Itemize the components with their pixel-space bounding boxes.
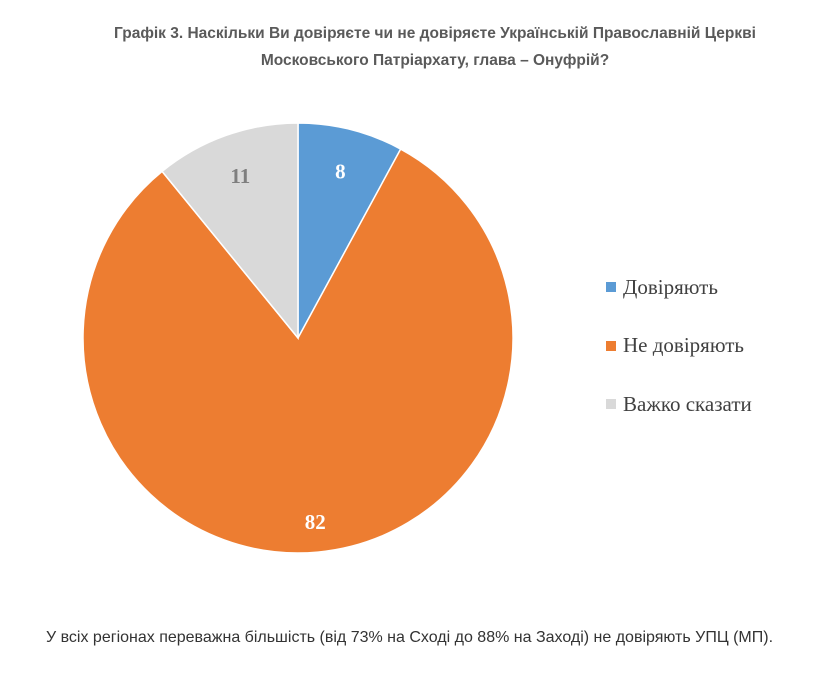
pie-chart: 8 82 11 — [82, 122, 514, 554]
pie-slice-hard-to-say — [161, 122, 299, 341]
legend-item-distrust: Не довіряють — [606, 317, 752, 376]
chart-title-line-1: Графік 3. Наскільки Ви довіряєте чи не д… — [114, 25, 756, 42]
legend-item-trust: Довіряють — [606, 258, 752, 317]
pie-label-trust: 8 — [335, 159, 346, 183]
legend-label-distrust: Не довіряють — [623, 333, 744, 358]
legend-label-trust: Довіряють — [623, 274, 718, 299]
legend-swatch-trust — [606, 282, 616, 293]
pie-slice-distrust — [82, 148, 514, 554]
pie-label-hard-to-say: 11 — [230, 164, 250, 188]
legend-swatch-hard-to-say — [606, 399, 616, 410]
caption-text: У всіх регіонах переважна більшість (від… — [46, 629, 774, 646]
legend-label-hard-to-say: Важко сказати — [623, 391, 752, 416]
chart-title-line-2: Московського Патріархату, глава – Онуфрі… — [260, 52, 610, 69]
legend-item-hard-to-say: Важко сказати — [606, 375, 752, 434]
legend-swatch-distrust — [606, 340, 616, 351]
chart-legend: Довіряють Не довіряють Важко сказати — [606, 258, 752, 434]
pie-label-distrust: 82 — [305, 510, 326, 534]
chart-title: Графік 3. Наскільки Ви довіряєте чи не д… — [40, 20, 830, 74]
pie-slice-trust — [297, 122, 402, 339]
